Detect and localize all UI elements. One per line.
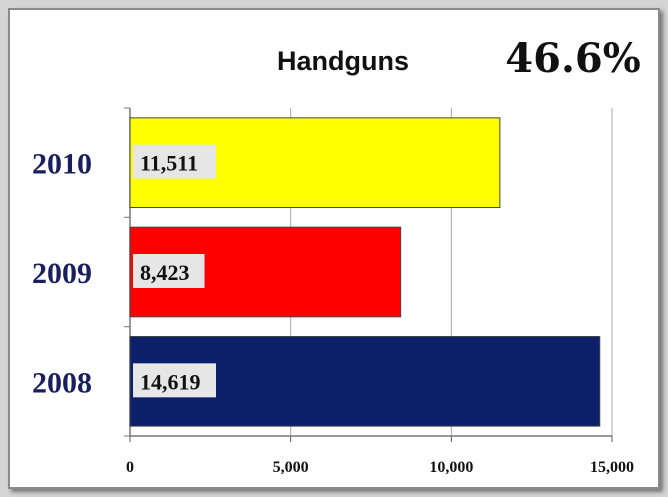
data-label-2010: 11,511 <box>140 151 198 176</box>
data-label-box <box>133 144 216 179</box>
category-label-2008: 2008 <box>32 366 92 399</box>
data-label-box <box>133 363 216 398</box>
data-label-box <box>133 254 205 288</box>
data-label-2008: 14,619 <box>140 369 201 394</box>
chart-title: Handguns <box>277 46 409 76</box>
x-tick-label: 15,000 <box>590 459 634 476</box>
data-label-2009: 8,423 <box>140 260 190 285</box>
x-tick-label: 10,000 <box>429 459 473 476</box>
category-label-2009: 2009 <box>32 257 92 290</box>
x-tick-label: 5,000 <box>273 459 309 476</box>
x-tick-label: 0 <box>126 459 134 476</box>
category-label-2010: 2010 <box>32 148 92 181</box>
labels: 0 5,000 10,000 15,000 2010 11,511 2009 8,423 200… <box>32 144 634 476</box>
percent-change-annotation: 46.6% <box>505 35 640 82</box>
